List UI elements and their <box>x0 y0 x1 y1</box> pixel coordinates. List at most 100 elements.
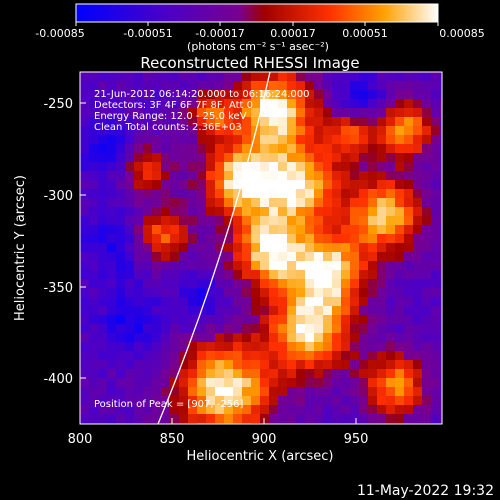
image-pixel <box>116 342 126 352</box>
image-pixel <box>197 198 207 208</box>
image-pixel <box>89 180 99 190</box>
image-pixel <box>404 333 414 343</box>
image-pixel <box>215 81 225 91</box>
image-pixel <box>197 378 207 388</box>
image-pixel <box>188 405 198 415</box>
image-pixel <box>80 207 90 217</box>
image-pixel <box>269 324 279 334</box>
image-pixel <box>377 99 387 109</box>
image-pixel <box>386 387 396 397</box>
image-pixel <box>260 333 270 343</box>
image-pixel <box>206 144 216 154</box>
image-pixel <box>179 369 189 379</box>
image-pixel <box>98 270 108 280</box>
image-pixel <box>377 360 387 370</box>
image-pixel <box>287 207 297 217</box>
image-pixel <box>440 99 442 109</box>
image-pixel <box>251 261 261 271</box>
image-pixel <box>224 252 234 262</box>
image-pixel <box>143 126 153 136</box>
image-pixel <box>278 387 288 397</box>
image-pixel <box>314 126 324 136</box>
image-pixel <box>242 342 252 352</box>
image-pixel <box>323 81 333 91</box>
image-pixel <box>98 117 108 127</box>
image-pixel <box>98 261 108 271</box>
image-pixel <box>440 135 442 145</box>
image-pixel <box>134 288 144 298</box>
image-pixel <box>125 387 135 397</box>
image-pixel <box>440 315 442 325</box>
image-pixel <box>152 198 162 208</box>
image-pixel <box>80 117 90 127</box>
image-pixel <box>89 207 99 217</box>
image-pixel <box>134 342 144 352</box>
image-pixel <box>215 405 225 415</box>
image-pixel <box>215 360 225 370</box>
image-pixel <box>215 288 225 298</box>
image-pixel <box>224 297 234 307</box>
image-pixel <box>215 342 225 352</box>
image-pixel <box>323 279 333 289</box>
image-pixel <box>296 135 306 145</box>
image-pixel <box>161 324 171 334</box>
image-pixel <box>224 342 234 352</box>
image-pixel <box>323 135 333 145</box>
image-pixel <box>341 351 351 361</box>
image-pixel <box>278 72 288 82</box>
image-pixel <box>386 126 396 136</box>
image-pixel <box>152 360 162 370</box>
image-pixel <box>332 81 342 91</box>
image-pixel <box>278 360 288 370</box>
image-pixel <box>341 216 351 226</box>
image-pixel <box>206 360 216 370</box>
image-pixel <box>233 261 243 271</box>
image-pixel <box>386 279 396 289</box>
image-pixel <box>116 360 126 370</box>
image-pixel <box>341 405 351 415</box>
image-pixel <box>89 72 99 82</box>
image-pixel <box>377 297 387 307</box>
image-pixel <box>233 378 243 388</box>
image-pixel <box>134 387 144 397</box>
image-pixel <box>260 243 270 253</box>
image-pixel <box>251 72 261 82</box>
image-pixel <box>233 396 243 406</box>
image-pixel <box>80 108 90 118</box>
image-pixel <box>413 414 423 424</box>
image-pixel <box>233 414 243 424</box>
image-pixel <box>269 351 279 361</box>
image-pixel <box>98 225 108 235</box>
image-pixel <box>305 117 315 127</box>
image-pixel <box>98 306 108 316</box>
image-pixel <box>125 369 135 379</box>
image-pixel <box>161 153 171 163</box>
image-pixel <box>98 207 108 217</box>
image-pixel <box>386 396 396 406</box>
image-pixel <box>197 189 207 199</box>
image-pixel <box>116 378 126 388</box>
image-pixel <box>233 360 243 370</box>
image-pixel <box>260 225 270 235</box>
image-pixel <box>125 72 135 82</box>
image-pixel <box>233 279 243 289</box>
image-pixel <box>98 198 108 208</box>
image-pixel <box>80 405 90 415</box>
image-pixel <box>179 387 189 397</box>
image-pixel <box>233 342 243 352</box>
image-pixel <box>179 234 189 244</box>
image-pixel <box>431 360 441 370</box>
image-pixel <box>305 351 315 361</box>
image-pixel <box>413 369 423 379</box>
image-pixel <box>188 90 198 100</box>
image-pixel <box>314 135 324 145</box>
image-pixel <box>296 243 306 253</box>
image-pixel <box>431 189 441 199</box>
image-pixel <box>305 234 315 244</box>
image-pixel <box>440 72 442 82</box>
image-pixel <box>377 414 387 424</box>
image-pixel <box>359 414 369 424</box>
image-pixel <box>134 369 144 379</box>
image-pixel <box>116 279 126 289</box>
image-pixel <box>206 153 216 163</box>
